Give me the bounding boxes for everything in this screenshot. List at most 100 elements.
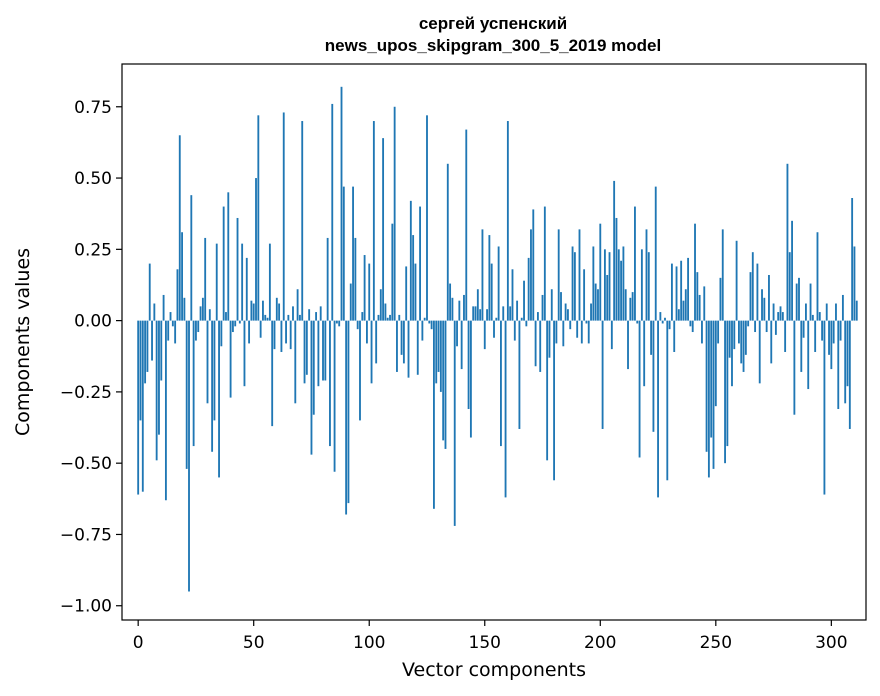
bar-component-169 (527, 257, 530, 321)
bar-component-183 (560, 292, 562, 321)
bar-component-133 (444, 320, 447, 449)
bar-component-9 (158, 320, 160, 435)
bar-component-155 (495, 317, 498, 321)
x-tick-label: 0 (133, 633, 144, 653)
bar-component-40 (229, 320, 232, 398)
bar-component-257 (731, 320, 733, 387)
bar-component-244 (701, 320, 703, 344)
bar-component-51 (255, 178, 257, 321)
bar-component-28 (201, 297, 204, 321)
bar-component-113 (398, 314, 401, 321)
bar-component-91 (347, 320, 350, 504)
bar-component-222 (650, 320, 653, 355)
bar-component-97 (361, 312, 364, 321)
bar-component-210 (622, 246, 625, 321)
bar-component-242 (696, 272, 699, 321)
bar-component-86 (335, 320, 338, 324)
bar-component-7 (153, 303, 156, 321)
bar-component-252 (719, 277, 722, 321)
bar-component-49 (250, 300, 253, 321)
bar-component-286 (798, 277, 800, 321)
bar-component-64 (285, 320, 287, 344)
bar-component-300 (830, 320, 833, 370)
bar-component-281 (786, 163, 789, 321)
bar-component-149 (481, 229, 484, 321)
bar-component-111 (393, 106, 396, 321)
y-tick-label: −0.75 (60, 525, 112, 545)
bar-component-165 (518, 320, 521, 429)
bar-component-207 (615, 217, 618, 321)
plot-frame (121, 63, 867, 621)
bar-component-285 (795, 283, 798, 321)
x-tick-label: 250 (700, 633, 732, 653)
bar-component-269 (758, 320, 761, 384)
x-axis-label: Vector components (402, 659, 586, 681)
bar-component-69 (296, 289, 299, 321)
bar-component-225 (657, 320, 659, 498)
bar-component-32 (211, 320, 214, 452)
bar-component-258 (733, 320, 736, 350)
bar-component-93 (352, 186, 354, 321)
bar-component-238 (687, 257, 690, 321)
bar-component-138 (456, 320, 458, 347)
bar-component-19 (181, 232, 183, 321)
bar-component-174 (539, 320, 542, 372)
bar-component-268 (756, 263, 759, 321)
bar-component-179 (550, 289, 553, 321)
bar-component-209 (620, 260, 623, 321)
x-tick-label: 150 (469, 633, 501, 653)
bar-component-121 (416, 320, 419, 375)
bar-component-148 (479, 309, 482, 321)
bar-component-135 (449, 283, 452, 321)
bar-component-78 (317, 320, 320, 387)
bar-component-120 (414, 263, 417, 321)
bar-component-0 (137, 320, 140, 495)
bar-component-33 (213, 320, 216, 421)
bar-component-11 (162, 294, 165, 321)
bar-component-60 (275, 297, 278, 321)
bar-component-211 (624, 289, 627, 321)
bar-component-224 (654, 186, 657, 321)
bar-component-124 (423, 317, 426, 321)
bar-component-95 (356, 320, 359, 330)
bar-component-77 (315, 312, 318, 321)
bar-component-112 (396, 320, 398, 372)
bar-component-15 (171, 320, 174, 327)
bar-component-293 (814, 320, 817, 352)
bar-component-136 (451, 297, 454, 321)
bar-component-219 (643, 320, 646, 387)
bar-component-84 (331, 103, 334, 321)
bar-component-109 (389, 314, 391, 321)
bar-component-288 (802, 320, 805, 338)
bar-component-76 (312, 320, 315, 415)
x-tick-label: 100 (353, 633, 385, 653)
bar-component-14 (169, 312, 172, 321)
bar-component-38 (225, 312, 227, 321)
bar-component-166 (520, 317, 523, 321)
bar-component-191 (578, 229, 581, 321)
bar-component-241 (694, 223, 696, 321)
bar-component-202 (603, 249, 606, 321)
y-tick-label: 0.00 (74, 312, 112, 332)
bar-component-185 (564, 303, 567, 321)
bar-component-199 (597, 289, 599, 321)
y-axis-label: Components values (12, 248, 34, 436)
bar-component-164 (516, 300, 519, 321)
bar-component-291 (809, 283, 812, 321)
bar-component-16 (174, 320, 177, 344)
bar-component-186 (567, 309, 569, 321)
bar-component-101 (370, 320, 373, 384)
bar-component-271 (763, 297, 766, 321)
bar-component-108 (386, 317, 389, 321)
bar-component-23 (190, 195, 193, 321)
bar-component-1 (139, 320, 142, 421)
bar-component-172 (534, 320, 537, 367)
bar-component-264 (747, 320, 750, 327)
bar-component-263 (744, 320, 747, 355)
bar-component-129 (435, 320, 438, 384)
bar-component-156 (497, 246, 500, 321)
bar-component-184 (562, 320, 565, 347)
bar-component-290 (807, 320, 810, 390)
bar-component-250 (714, 320, 717, 407)
bar-component-128 (433, 320, 435, 509)
